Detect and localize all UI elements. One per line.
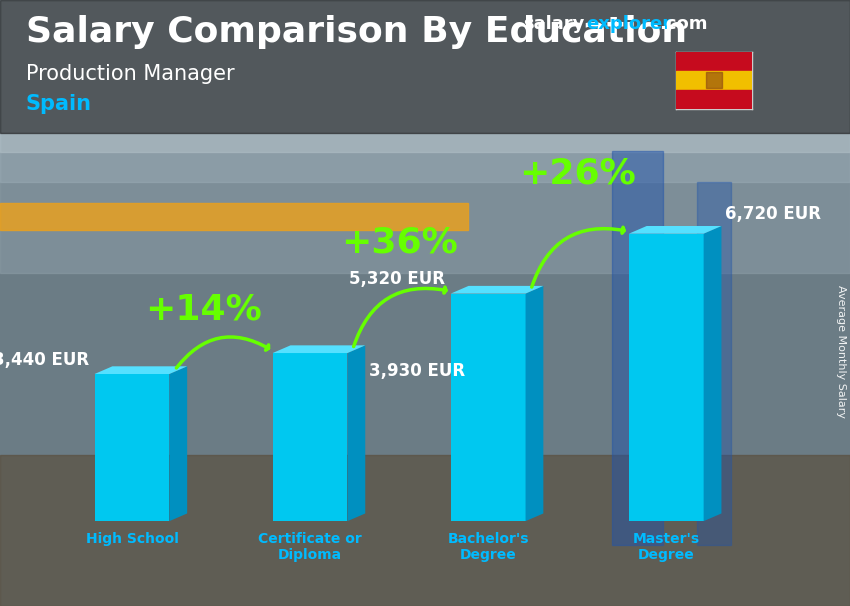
- Bar: [0, 0, 850, 273]
- Text: 6,720 EUR: 6,720 EUR: [725, 205, 821, 222]
- Polygon shape: [450, 286, 543, 293]
- Bar: [0, 454, 850, 606]
- Bar: [676, 90, 752, 109]
- Polygon shape: [629, 226, 722, 234]
- Text: +14%: +14%: [144, 293, 262, 327]
- Text: 5,320 EUR: 5,320 EUR: [349, 270, 445, 288]
- Polygon shape: [94, 374, 169, 521]
- Bar: [0, 203, 468, 230]
- Text: .com: .com: [659, 15, 707, 33]
- Bar: [0, 0, 850, 182]
- Text: 3,440 EUR: 3,440 EUR: [0, 351, 89, 369]
- Text: Production Manager: Production Manager: [26, 64, 234, 84]
- Bar: [697, 182, 731, 545]
- Polygon shape: [348, 345, 366, 521]
- Text: Spain: Spain: [26, 94, 92, 114]
- Polygon shape: [169, 366, 187, 521]
- Polygon shape: [273, 345, 366, 353]
- Text: 3,930 EUR: 3,930 EUR: [369, 362, 465, 379]
- Bar: [0, 0, 850, 133]
- Text: salary: salary: [523, 15, 584, 33]
- Polygon shape: [94, 366, 187, 374]
- Text: +26%: +26%: [518, 157, 636, 191]
- Bar: [0, 0, 850, 152]
- Polygon shape: [704, 226, 722, 521]
- Bar: [706, 72, 722, 88]
- Bar: [612, 152, 663, 545]
- Bar: [676, 70, 752, 90]
- Text: explorer: explorer: [586, 15, 672, 33]
- Polygon shape: [450, 293, 525, 521]
- Bar: [676, 52, 752, 70]
- Text: +36%: +36%: [341, 225, 457, 259]
- Polygon shape: [629, 234, 704, 521]
- Polygon shape: [525, 286, 543, 521]
- Text: Average Monthly Salary: Average Monthly Salary: [836, 285, 846, 418]
- Polygon shape: [273, 353, 348, 521]
- Text: Salary Comparison By Education: Salary Comparison By Education: [26, 15, 687, 49]
